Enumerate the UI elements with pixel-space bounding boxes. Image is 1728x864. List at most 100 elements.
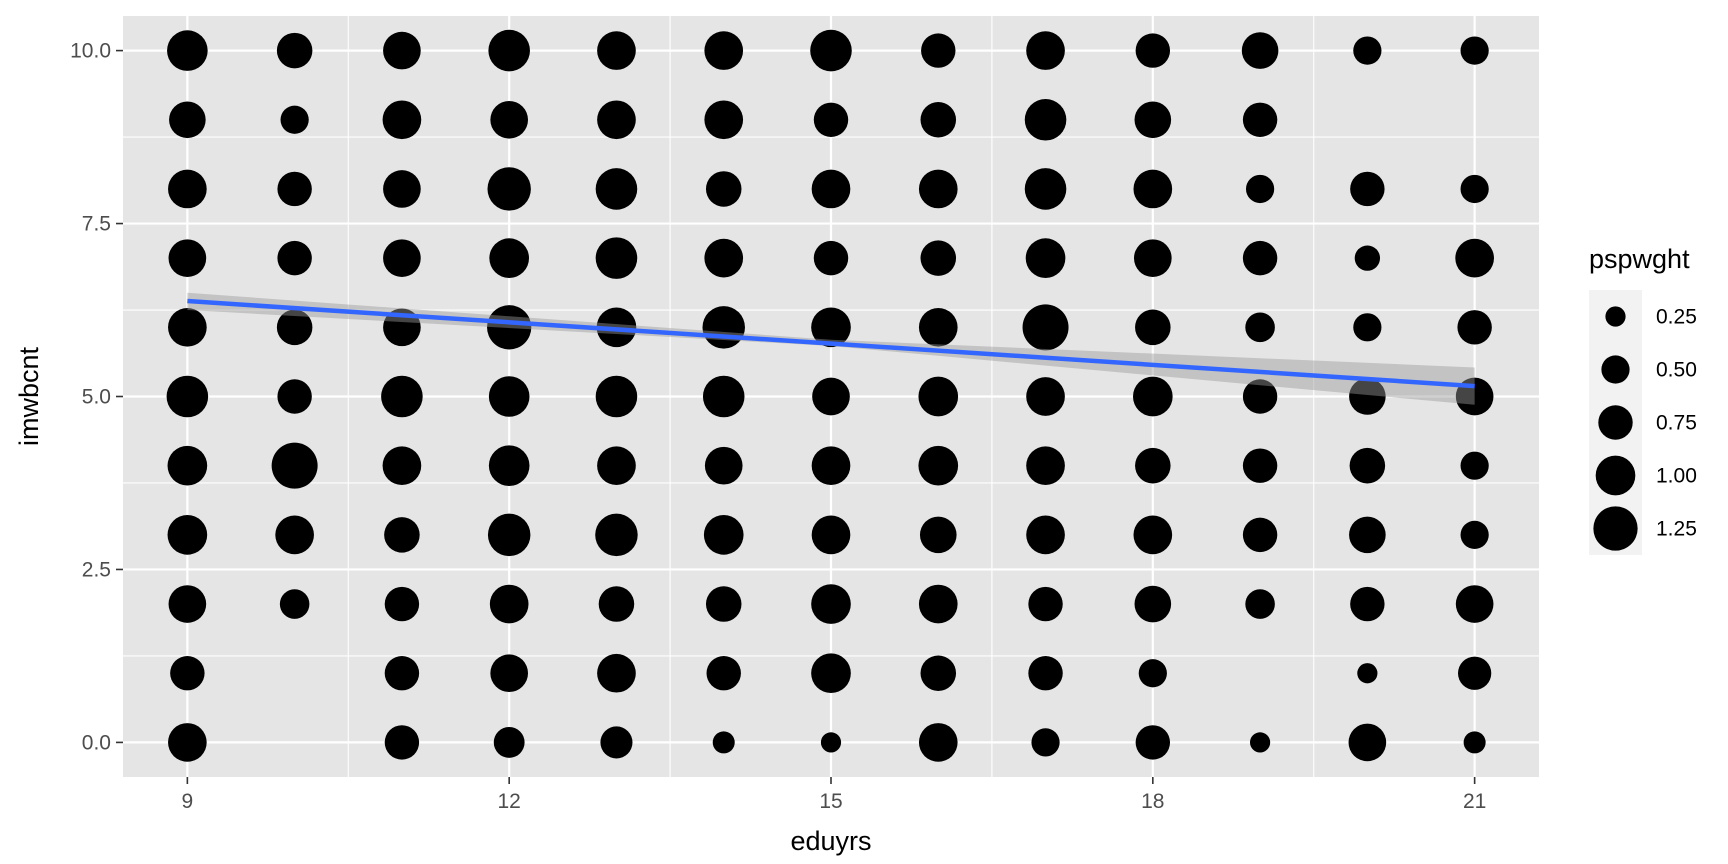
data-point xyxy=(704,31,744,70)
data-point xyxy=(277,171,312,207)
data-point xyxy=(705,171,742,207)
data-point xyxy=(1457,310,1492,345)
data-point xyxy=(1241,32,1279,69)
data-point xyxy=(487,513,531,557)
data-point xyxy=(1135,447,1171,484)
data-point xyxy=(1028,586,1063,622)
data-point xyxy=(271,442,318,489)
data-point xyxy=(1025,238,1066,278)
data-point xyxy=(383,239,421,277)
data-point xyxy=(169,101,206,139)
data-point xyxy=(919,516,957,554)
data-point xyxy=(1460,174,1489,204)
data-point xyxy=(813,240,849,276)
data-point xyxy=(1463,731,1486,754)
data-point xyxy=(168,723,207,762)
data-point xyxy=(1460,451,1489,480)
plot-panel xyxy=(123,16,1539,777)
data-point xyxy=(1026,377,1065,416)
data-point xyxy=(1242,448,1278,483)
data-point xyxy=(810,29,852,72)
data-point xyxy=(1242,517,1278,553)
legend-key-label: 0.50 xyxy=(1656,359,1697,382)
y-tick-label: 0.0 xyxy=(82,731,111,754)
data-point xyxy=(1133,239,1172,277)
data-point xyxy=(597,31,636,70)
data-point xyxy=(277,240,312,276)
data-point xyxy=(1135,33,1171,68)
data-point xyxy=(1133,515,1173,555)
data-point xyxy=(1242,240,1278,276)
data-point xyxy=(1024,168,1067,210)
data-point xyxy=(1460,36,1489,65)
data-point xyxy=(703,515,744,555)
data-point xyxy=(1134,101,1172,139)
data-point xyxy=(1028,656,1063,691)
data-point xyxy=(1242,379,1278,414)
data-point xyxy=(712,731,735,754)
data-point xyxy=(490,100,529,139)
data-point xyxy=(702,306,745,349)
legend-key-point xyxy=(1601,355,1630,384)
data-point xyxy=(920,655,957,691)
trend-line xyxy=(187,298,1475,389)
data-point xyxy=(1031,728,1060,757)
data-point xyxy=(1460,520,1489,549)
data-point xyxy=(382,446,422,486)
data-point xyxy=(920,102,957,138)
data-point xyxy=(170,656,205,691)
data-point xyxy=(1357,663,1378,684)
data-point xyxy=(384,656,420,691)
data-point xyxy=(382,100,422,140)
legend-key-point xyxy=(1598,405,1633,440)
data-point xyxy=(598,586,635,622)
y-tick-label: 10.0 xyxy=(70,40,111,63)
data-point xyxy=(1349,447,1386,484)
data-point xyxy=(595,237,638,279)
data-point xyxy=(1458,656,1492,690)
x-tick-label: 15 xyxy=(819,790,842,813)
data-point xyxy=(920,240,957,276)
data-point xyxy=(493,726,525,758)
data-point xyxy=(279,589,310,619)
data-point xyxy=(918,307,958,347)
data-point xyxy=(1133,169,1173,209)
data-point xyxy=(167,445,208,486)
legend-keys: 0.25 0.50 0.75 1.00 1.25 xyxy=(1589,290,1697,555)
data-point xyxy=(1348,723,1387,762)
legend-key-label: 0.25 xyxy=(1656,306,1697,329)
data-point xyxy=(1134,585,1172,623)
x-tick-label: 12 xyxy=(498,790,521,813)
y-axis-title: imwbcnt xyxy=(14,346,44,446)
legend-key-label: 1.25 xyxy=(1656,518,1697,541)
data-point xyxy=(384,517,420,553)
data-point xyxy=(168,585,207,623)
data-point xyxy=(1245,174,1275,204)
data-point xyxy=(168,239,207,277)
legend-title: pspwght xyxy=(1589,244,1690,274)
data-point xyxy=(1350,171,1385,207)
data-point xyxy=(702,375,745,418)
data-point xyxy=(813,102,849,137)
data-point xyxy=(166,375,209,418)
data-points xyxy=(166,29,1494,762)
data-point xyxy=(1026,31,1065,70)
legend-key-point xyxy=(1593,506,1638,551)
data-point xyxy=(918,584,958,624)
data-point xyxy=(595,513,638,557)
data-point xyxy=(1245,589,1275,619)
data-point xyxy=(1354,245,1381,271)
legend-key-label: 0.75 xyxy=(1656,412,1697,435)
trend-layer xyxy=(187,292,1475,405)
data-point xyxy=(1135,725,1171,760)
data-point xyxy=(918,169,958,209)
data-point xyxy=(811,169,851,209)
data-point xyxy=(168,169,207,209)
data-point xyxy=(1026,515,1065,555)
data-point xyxy=(1138,659,1167,688)
data-point xyxy=(489,238,530,278)
x-tick-label: 18 xyxy=(1141,790,1164,813)
data-point xyxy=(1455,585,1494,623)
data-point xyxy=(1353,313,1382,342)
